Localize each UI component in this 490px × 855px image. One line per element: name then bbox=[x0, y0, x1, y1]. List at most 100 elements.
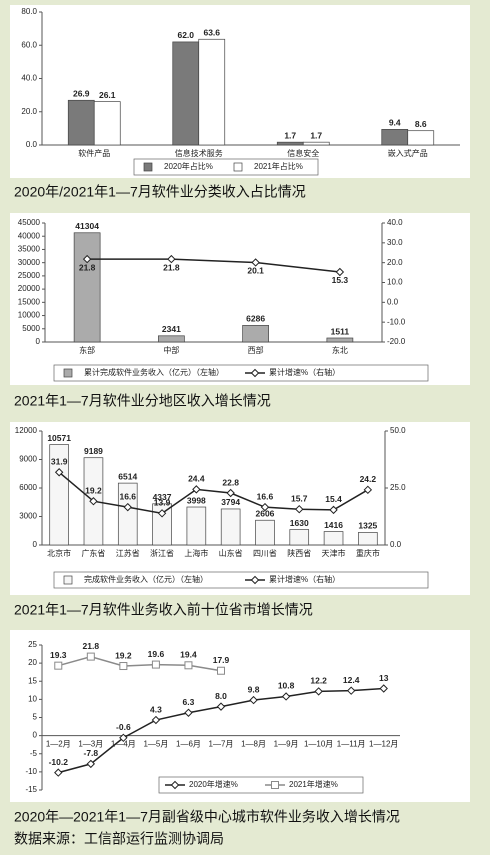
bar bbox=[152, 503, 172, 546]
value-label: 6514 bbox=[118, 471, 137, 481]
y-tick-label: 25 bbox=[28, 640, 37, 649]
legend-swatch bbox=[233, 162, 243, 172]
point bbox=[260, 502, 270, 512]
bar bbox=[302, 141, 330, 146]
value-label: 10571 bbox=[47, 433, 71, 443]
value-label: 8.6 bbox=[415, 119, 427, 129]
y2-tick-label: 20.0 bbox=[387, 258, 403, 267]
bar bbox=[358, 532, 378, 546]
value-label: 31.9 bbox=[51, 457, 68, 467]
value-label: 24.4 bbox=[188, 474, 205, 484]
value-label: 19.4 bbox=[180, 650, 197, 660]
point bbox=[123, 502, 132, 512]
bar bbox=[220, 508, 241, 546]
value-label: 13 bbox=[379, 673, 389, 683]
x-tick-label: 1—7月 bbox=[209, 740, 234, 749]
value-label: 4.3 bbox=[150, 704, 162, 714]
x-tick-label: 1—12月 bbox=[369, 740, 398, 749]
value-label: 26.1 bbox=[99, 90, 116, 100]
y-tick-label: 15000 bbox=[18, 297, 41, 306]
y-tick-label: 0 bbox=[33, 540, 38, 549]
x-tick-label: 1—8月 bbox=[241, 740, 266, 749]
value-label: 41304 bbox=[75, 221, 99, 231]
value-label: 24.2 bbox=[360, 474, 377, 484]
x-tick-label: 西部 bbox=[248, 345, 264, 355]
value-label: 9189 bbox=[84, 446, 103, 456]
legend-label: 完成软件业务收入（亿元）（左轴） bbox=[84, 574, 208, 584]
y-tick-label: 60.0 bbox=[21, 40, 37, 49]
legend-label: 累计增速%（右轴） bbox=[269, 574, 340, 584]
value-label: 19.6 bbox=[148, 649, 165, 659]
y-tick-label: 12000 bbox=[15, 426, 38, 435]
value-label: 21.8 bbox=[79, 262, 96, 272]
panel bbox=[10, 422, 470, 595]
y-tick-label: 20000 bbox=[18, 284, 41, 293]
bar bbox=[93, 101, 121, 146]
value-label: 1.7 bbox=[284, 130, 296, 140]
x-tick-label: 1—5月 bbox=[143, 740, 168, 749]
value-label: 1630 bbox=[290, 518, 309, 528]
legend-swatch bbox=[143, 162, 153, 172]
x-tick-label: 1—2月 bbox=[46, 740, 71, 749]
point bbox=[151, 660, 160, 669]
line bbox=[58, 471, 369, 515]
value-label: 9.8 bbox=[248, 684, 260, 694]
legend-label: 2020年增速% bbox=[189, 779, 238, 789]
y-tick-label: 9000 bbox=[19, 455, 37, 464]
bar bbox=[407, 130, 435, 146]
point bbox=[54, 768, 63, 777]
point bbox=[379, 684, 388, 693]
bar bbox=[73, 232, 101, 343]
point bbox=[54, 661, 63, 670]
bar bbox=[242, 325, 269, 343]
y2-tick-label: 30.0 bbox=[387, 238, 403, 247]
legend-box bbox=[53, 364, 429, 382]
point bbox=[346, 686, 356, 695]
y2-tick-label: -20.0 bbox=[387, 337, 406, 346]
value-label: 19.2 bbox=[85, 485, 102, 495]
x-tick-label: 上海市 bbox=[184, 548, 208, 558]
value-label: 6.3 bbox=[183, 697, 195, 707]
y-tick-label: -15 bbox=[25, 785, 37, 794]
point bbox=[167, 254, 176, 264]
y2-tick-label: 0.0 bbox=[387, 297, 399, 306]
value-label: 12.2 bbox=[310, 676, 327, 686]
legend-marker bbox=[271, 781, 279, 789]
x-tick-label: 信息安全 bbox=[287, 148, 319, 158]
bar bbox=[158, 335, 185, 343]
y-tick-label: 6000 bbox=[19, 483, 37, 492]
value-label: 63.6 bbox=[203, 28, 220, 38]
point bbox=[363, 485, 373, 495]
value-label: 16.6 bbox=[119, 491, 136, 501]
bar bbox=[381, 129, 409, 146]
legend-box bbox=[53, 571, 429, 589]
point bbox=[192, 485, 201, 494]
point bbox=[157, 509, 167, 518]
y-tick-label: -10 bbox=[25, 767, 37, 776]
value-label: 10.8 bbox=[278, 681, 295, 691]
value-label: -0.6 bbox=[116, 722, 131, 732]
x-tick-label: 浙江省 bbox=[150, 548, 174, 558]
point bbox=[119, 733, 128, 743]
value-label: 3998 bbox=[187, 495, 206, 505]
point bbox=[86, 652, 95, 661]
y-tick-label: -5 bbox=[30, 749, 38, 758]
legend-marker bbox=[170, 780, 180, 790]
value-label: 15.3 bbox=[332, 275, 349, 285]
bar bbox=[49, 444, 69, 546]
chart-title: 2020年—2021年1—7月副省级中心城市软件业务收入增长情况 bbox=[14, 809, 400, 825]
bar bbox=[172, 41, 200, 146]
point bbox=[86, 759, 96, 769]
point bbox=[251, 258, 260, 267]
value-label: 17.9 bbox=[213, 655, 230, 665]
source: 数据来源：工信部运行监测协调局 bbox=[14, 831, 224, 847]
value-label: 26.9 bbox=[73, 89, 90, 99]
value-label: 1416 bbox=[324, 520, 343, 530]
value-label: 4337 bbox=[153, 492, 172, 502]
value-label: 1.7 bbox=[310, 130, 322, 140]
x-tick-label: 东部 bbox=[79, 345, 95, 355]
y2-tick-label: 0.0 bbox=[390, 540, 402, 549]
legend-marker bbox=[250, 368, 260, 378]
y2-tick-label: 40.0 bbox=[387, 218, 403, 227]
y-tick-label: 0 bbox=[36, 337, 41, 346]
